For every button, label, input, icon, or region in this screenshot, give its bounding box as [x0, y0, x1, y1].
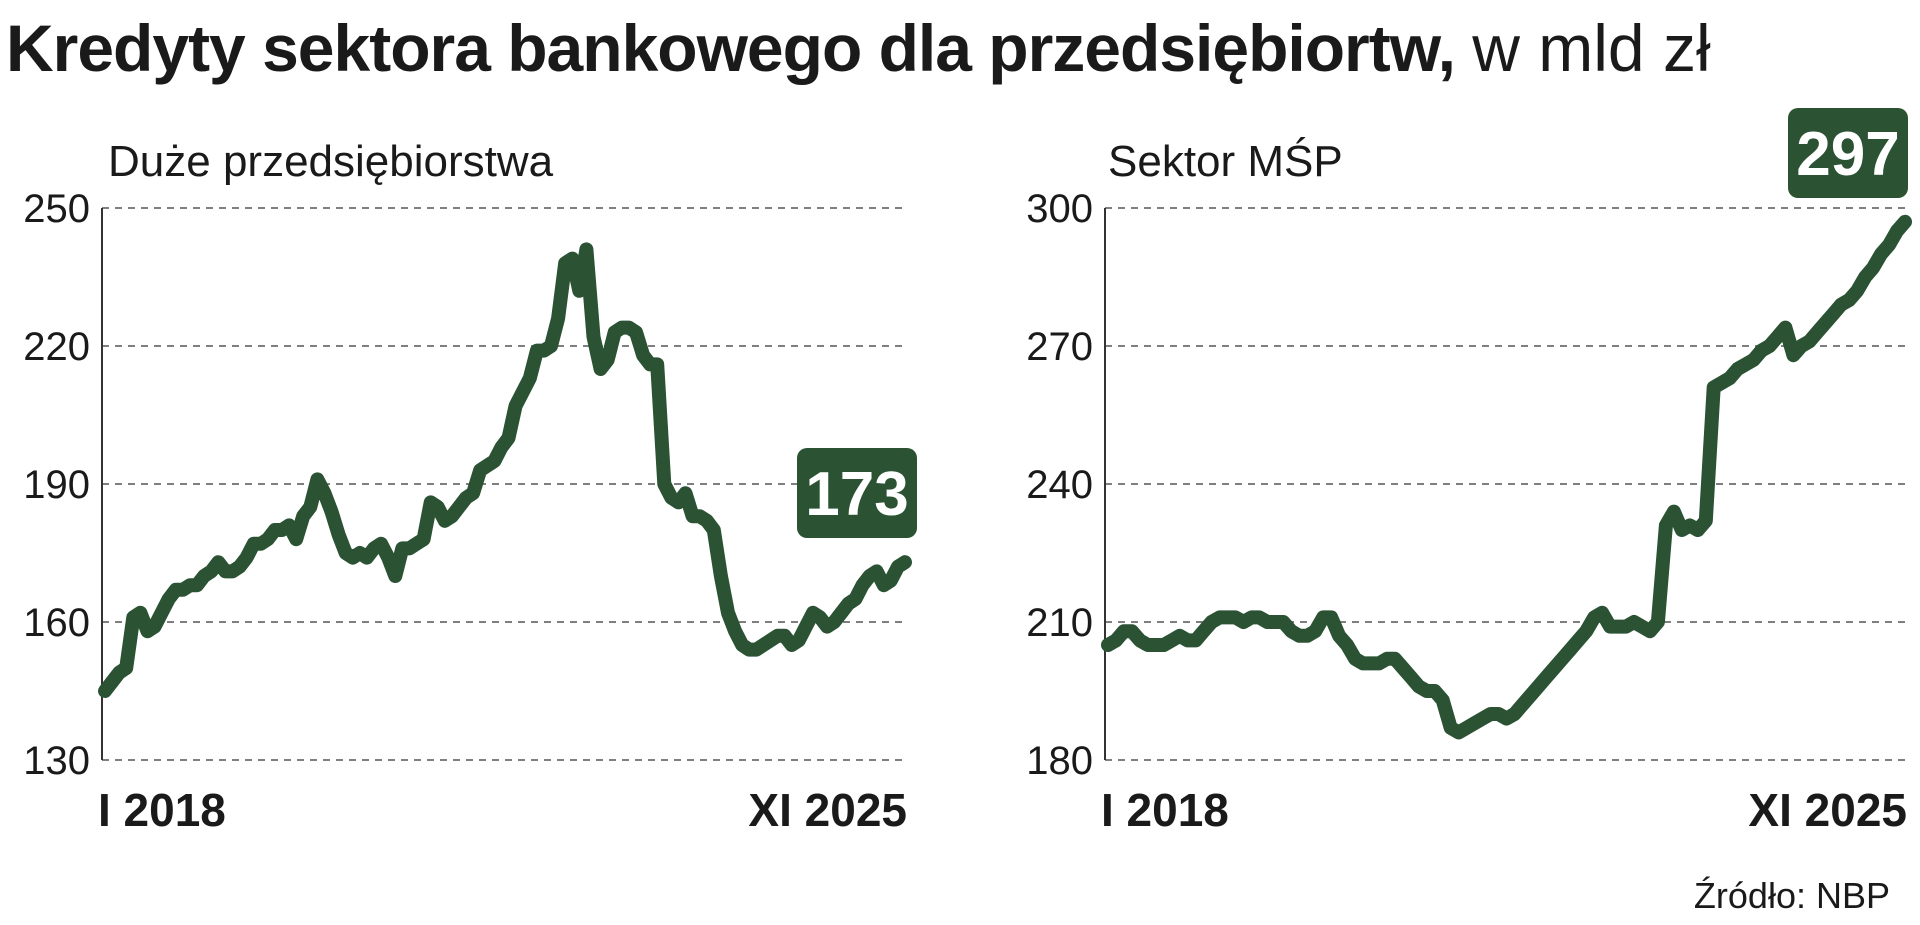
sme-last-value-label: 297	[1796, 120, 1899, 189]
sme-y-tick-210: 210	[1026, 601, 1093, 645]
large-firms-last-value-label: 173	[805, 460, 908, 529]
large-firms-y-tick-160: 160	[23, 601, 90, 645]
chart-title-main: Kredyty sektora bankowego dla przedsiębi…	[6, 11, 1456, 85]
sme-y-tick-240: 240	[1026, 463, 1093, 507]
large-firms-last-value-badge	[797, 448, 917, 538]
large-firms-x-label-start: I 2018	[98, 784, 226, 836]
large-firms-y-tick-130: 130	[23, 739, 90, 783]
large-firms-x-label-end: XI 2025	[748, 784, 907, 836]
sme-x-label-end: XI 2025	[1748, 784, 1907, 836]
sme-y-tick-270: 270	[1026, 325, 1093, 369]
large-firms-subtitle: Duże przedsiębiorstwa	[108, 137, 554, 186]
source-note: Źródło: NBP	[1693, 875, 1890, 916]
large-firms-y-tick-220: 220	[23, 325, 90, 369]
sme-subtitle: Sektor MŚP	[1108, 135, 1343, 186]
sme-x-label-start: I 2018	[1101, 784, 1229, 836]
sme-last-value-badge	[1788, 108, 1908, 198]
sme-y-tick-300: 300	[1026, 187, 1093, 231]
sme-series-line-0	[1101, 214, 1912, 740]
large-firms-series-line-0	[98, 242, 912, 698]
chart-title: Kredyty sektora bankowego dla przedsiębi…	[6, 8, 1711, 88]
sme-y-tick-180: 180	[1026, 739, 1093, 783]
large-firms-y-tick-190: 190	[23, 463, 90, 507]
chart-title-unit: w mld zł	[1472, 11, 1711, 85]
large-firms-y-tick-250: 250	[23, 187, 90, 231]
